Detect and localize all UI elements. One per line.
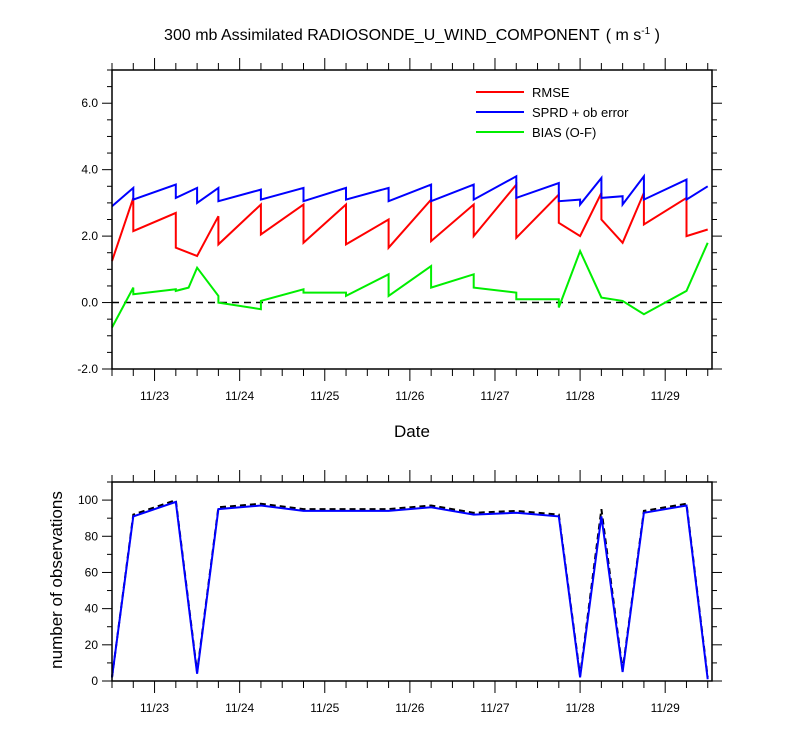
- chart-units-close: ): [650, 27, 660, 44]
- bottom-series-lines: [111, 498, 709, 680]
- bottom-x-tick-labels: 11/23 11/24 11/25 11/26 11/27 11/28 11/29: [140, 701, 680, 715]
- chart-units-text: ( m s: [606, 27, 642, 44]
- series-line-possible: [111, 498, 709, 678]
- x-tick-label: 11/25: [310, 701, 339, 715]
- x-tick-label: 11/27: [480, 701, 509, 715]
- y-tick-label: 100: [78, 493, 98, 507]
- top-x-ticks: [111, 58, 709, 381]
- bottom-y-ticks: [102, 481, 722, 682]
- legend-label-rmse: RMSE: [532, 85, 570, 100]
- y-tick-label: -2.0: [77, 362, 98, 376]
- top-x-tick-labels: 11/23 11/24 11/25 11/26 11/27 11/28 11/29: [140, 389, 680, 403]
- x-tick-label: 11/27: [480, 389, 509, 403]
- x-tick-label: 11/29: [651, 701, 680, 715]
- y-tick-label: 0: [91, 674, 98, 688]
- chart-title-text: 300 mb Assimilated RADIOSONDE_U_WIND_COM…: [164, 27, 600, 44]
- series-line-sprd-ob-error: [111, 173, 709, 208]
- top-plot: -2.00.02.04.06.0 11/23 11/24 11/25 11/26 11/…: [77, 58, 722, 403]
- legend-label-bias: BIAS (O-F): [532, 125, 596, 140]
- y-tick-label: 0.0: [81, 296, 98, 310]
- y-tick-label: 2.0: [81, 229, 98, 243]
- x-tick-label: 11/23: [140, 389, 169, 403]
- y-tick-label: 60: [85, 565, 99, 579]
- top-plot-frame: [111, 69, 713, 370]
- x-tick-label: 11/28: [566, 389, 595, 403]
- chart-units-exponent: -1: [641, 26, 650, 37]
- bottom-plot-frame: [111, 481, 713, 682]
- chart-title: 300 mb Assimilated RADIOSONDE_U_WIND_COM…: [164, 26, 660, 44]
- y-tick-label: 4.0: [81, 163, 98, 177]
- y-tick-label: 20: [85, 638, 99, 652]
- x-tick-label: 11/23: [140, 701, 169, 715]
- x-tick-label: 11/26: [395, 701, 424, 715]
- x-tick-label: 11/24: [225, 389, 254, 403]
- y-tick-label: 6.0: [81, 96, 98, 110]
- x-tick-label: 11/29: [651, 389, 680, 403]
- y-axis-title: number of observations: [47, 491, 66, 669]
- y-tick-label: 40: [85, 602, 99, 616]
- bottom-x-ticks: [111, 470, 709, 693]
- series-line-bias-o-f: [111, 242, 709, 328]
- x-tick-label: 11/28: [566, 701, 595, 715]
- legend-label-spread: SPRD + ob error: [532, 105, 629, 120]
- y-tick-label: 80: [85, 529, 99, 543]
- legend: RMSE SPRD + ob error BIAS (O-F): [476, 85, 629, 140]
- top-y-ticks: [102, 69, 722, 370]
- top-y-tick-labels: -2.0 0.0 2.0 4.0 6.0: [77, 96, 98, 376]
- x-tick-label: 11/25: [310, 389, 339, 403]
- x-axis-title: Date: [394, 422, 430, 441]
- x-tick-label: 11/24: [225, 701, 254, 715]
- bottom-y-tick-labels: 0 20 40 60 80 100: [78, 493, 98, 688]
- series-line-used: [111, 500, 709, 680]
- top-series-lines: [111, 173, 709, 328]
- x-tick-label: 11/26: [395, 389, 424, 403]
